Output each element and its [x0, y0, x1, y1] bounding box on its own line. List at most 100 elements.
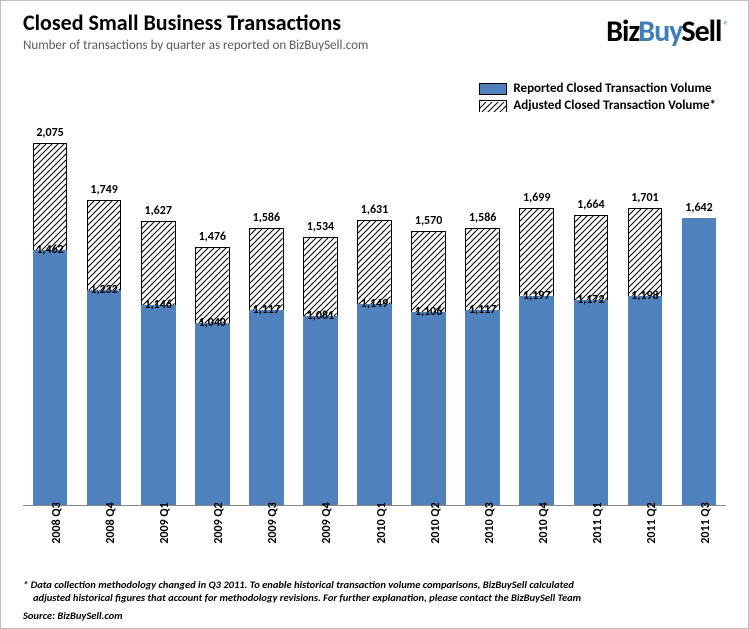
bar	[87, 121, 122, 505]
bar-segment-adjusted	[411, 231, 446, 312]
x-tick-label: 2010 Q2	[415, 502, 443, 543]
bar	[141, 121, 176, 505]
x-tick: 2009 Q4	[293, 506, 347, 554]
bar	[357, 121, 392, 505]
bar-segment-reported	[519, 296, 554, 505]
bar-slot: 1,570 1,106	[402, 121, 456, 505]
x-tick-label: 2010 Q1	[361, 502, 389, 543]
legend-swatch-adjusted	[479, 100, 507, 112]
bar-segment-adjusted	[628, 208, 663, 296]
bar-segment-reported	[303, 316, 338, 505]
x-tick-label: 2009 Q3	[252, 502, 280, 543]
value-label-reported: 1,642	[672, 201, 726, 215]
bar	[519, 121, 554, 505]
legend: Reported Closed Transaction Volume Adjus…	[479, 81, 716, 115]
logo-sell: Sell	[681, 13, 721, 50]
x-tick: 2011 Q3	[672, 506, 726, 554]
source-line: Source: BizBuySell.com	[23, 609, 123, 622]
value-label-reported: 1,149	[347, 297, 401, 311]
value-label-adjusted: 1,664	[564, 198, 618, 212]
x-tick-label: 2010 Q3	[469, 502, 497, 543]
x-tick: 2009 Q2	[185, 506, 239, 554]
bar-slot: 1,749 1,232	[77, 121, 131, 505]
bar-slot: 1,631 1,149	[347, 121, 401, 505]
bar	[195, 121, 230, 505]
value-label-reported: 1,146	[131, 298, 185, 312]
plot-area: 2,075 1,462 1,749 1,232 1,627 1,146 1,476 1,040…	[23, 121, 726, 506]
bar-segment-reported	[87, 290, 122, 505]
bar-segment-reported	[33, 250, 68, 505]
chart-area: 2,075 1,462 1,749 1,232 1,627 1,146 1,476 1,040…	[23, 121, 726, 554]
bar-segment-reported	[574, 300, 609, 505]
value-label-adjusted: 1,570	[402, 214, 456, 228]
bar-segment-reported	[195, 323, 230, 505]
logo-biz: Biz	[606, 13, 639, 50]
bar-slot: 1,586 1,117	[456, 121, 510, 505]
bar-slot: 1,699 1,197	[510, 121, 564, 505]
bar-segment-reported	[357, 304, 392, 505]
value-label-adjusted: 1,586	[239, 211, 293, 225]
chart-title: Closed Small Business Transactions	[23, 11, 606, 35]
legend-row-reported: Reported Closed Transaction Volume	[479, 81, 716, 96]
x-tick-label: 2009 Q2	[198, 502, 226, 543]
legend-label-reported: Reported Closed Transaction Volume	[513, 81, 711, 96]
footnote: * Data collection methodology changed in…	[23, 578, 726, 604]
bar-slot: 1,5861,117	[239, 121, 293, 505]
legend-row-adjusted: Adjusted Closed Transaction Volume*	[479, 98, 716, 113]
x-tick: 2008 Q3	[23, 506, 77, 554]
value-label-reported: 1,462	[23, 243, 77, 257]
x-tick-label: 2008 Q4	[90, 502, 118, 543]
x-tick: 2010 Q1	[347, 506, 401, 554]
legend-swatch-reported	[479, 83, 507, 95]
bar-segment-adjusted	[574, 215, 609, 301]
legend-label-adjusted: Adjusted Closed Transaction Volume*	[513, 98, 716, 113]
bar-segment-adjusted	[357, 220, 392, 304]
bar-segment-adjusted	[195, 247, 230, 323]
bar-slot: 1,701 1,198	[618, 121, 672, 505]
bar-segment-adjusted	[249, 228, 284, 310]
value-label-adjusted: 1,586	[456, 211, 510, 225]
value-label-adjusted: 1,699	[510, 191, 564, 205]
bar-slot: 1,627 1,146	[131, 121, 185, 505]
footnote-line1: * Data collection methodology changed in…	[23, 578, 726, 591]
value-label-reported: 1,106	[402, 305, 456, 319]
bar-segment-adjusted	[141, 221, 176, 305]
value-label-adjusted: 2,075	[23, 126, 77, 140]
bar	[682, 121, 717, 505]
value-label-reported: 1,040	[185, 316, 239, 330]
bar-segment-reported	[141, 305, 176, 505]
value-label-adjusted: 1,631	[347, 203, 401, 217]
value-label-adjusted: 1,627	[131, 204, 185, 218]
footnote-line2: adjusted historical figures that account…	[23, 591, 726, 604]
value-label-reported: 1,117	[456, 303, 510, 317]
x-tick: 2011 Q2	[618, 506, 672, 554]
bar	[574, 121, 609, 505]
bar-segment-adjusted	[465, 228, 500, 310]
x-tick: 2011 Q1	[564, 506, 618, 554]
value-label-adjusted: 1,476	[185, 230, 239, 244]
value-label-adjusted: 1,534	[293, 220, 347, 234]
value-label-reported: 1,081	[293, 309, 347, 323]
value-label-reported: 1,198	[618, 289, 672, 303]
value-label-adjusted: 1,749	[77, 183, 131, 197]
bar-segment-reported	[465, 310, 500, 505]
value-label-reported: 1,197	[510, 289, 564, 303]
x-tick-label: 2011 Q3	[685, 502, 713, 543]
bar-segment-adjusted	[33, 143, 68, 250]
bar-segment-adjusted	[519, 208, 554, 296]
logo-reg: ®	[723, 19, 728, 32]
bars-container: 2,075 1,462 1,749 1,232 1,627 1,146 1,476 1,040…	[23, 121, 726, 505]
bar-slot: 1,642	[672, 121, 726, 505]
chart-subtitle: Number of transactions by quarter as rep…	[23, 38, 606, 53]
bar-segment-reported	[249, 310, 284, 505]
x-tick: 2010 Q4	[510, 506, 564, 554]
value-label-adjusted: 1,701	[618, 191, 672, 205]
x-tick-label: 2011 Q2	[631, 502, 659, 543]
x-tick: 2010 Q2	[402, 506, 456, 554]
x-tick: 2009 Q1	[131, 506, 185, 554]
x-tick-label: 2009 Q4	[306, 502, 334, 543]
bar-segment-adjusted	[303, 237, 338, 316]
value-label-reported: 1,232	[77, 283, 131, 297]
x-tick: 2008 Q4	[77, 506, 131, 554]
bar	[33, 121, 68, 505]
